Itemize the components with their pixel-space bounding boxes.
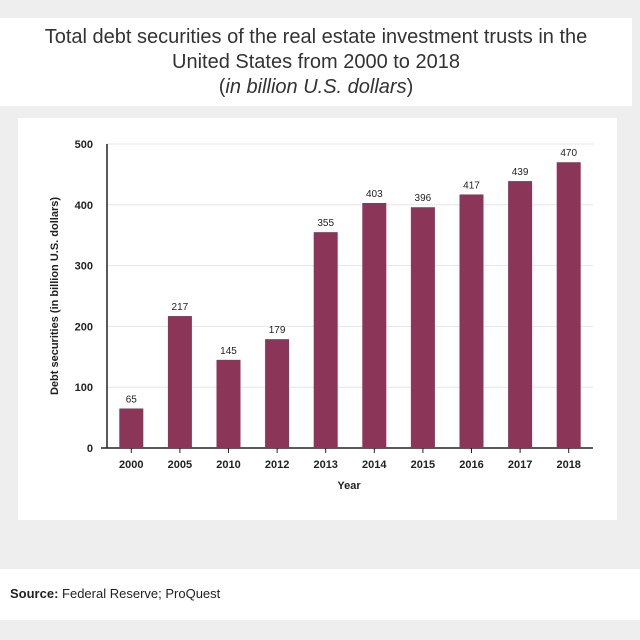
x-tick-label: 2000	[119, 459, 143, 471]
title-line-2: United States from 2000 to 2018	[172, 51, 460, 73]
title-unit: in billion U.S. dollars	[225, 76, 407, 98]
data-label: 145	[220, 346, 237, 357]
y-tick-label: 400	[75, 200, 93, 212]
data-label: 403	[366, 189, 383, 200]
y-tick-label: 200	[75, 321, 93, 333]
x-tick-label: 2005	[168, 459, 192, 471]
x-tick-label: 2016	[459, 459, 483, 471]
data-label: 396	[415, 193, 432, 204]
bar	[265, 339, 290, 448]
bar	[508, 181, 533, 448]
data-label: 65	[126, 394, 138, 405]
y-axis-title: Debt securities (in billion U.S. dollars…	[49, 197, 61, 395]
x-tick-label: 2010	[216, 459, 240, 471]
title-unit-line: (in billion U.S. dollars)	[0, 75, 632, 100]
unit-close-paren: )	[406, 76, 414, 98]
bar	[362, 202, 387, 448]
bar	[556, 162, 581, 449]
data-label: 470	[560, 148, 577, 159]
x-tick-label: 2012	[265, 459, 289, 471]
title-line-1: Total debt securities of the real estate…	[44, 26, 588, 48]
data-label: 217	[172, 302, 189, 313]
bar	[167, 316, 192, 448]
data-label: 179	[269, 325, 286, 336]
bar	[459, 194, 484, 448]
source-footer: Source: Federal Reserve; ProQuest	[0, 569, 640, 620]
x-tick-label: 2018	[556, 459, 580, 471]
data-label: 417	[463, 180, 480, 191]
bar	[216, 359, 241, 448]
x-tick-label: 2014	[362, 459, 387, 471]
y-tick-label: 100	[75, 382, 93, 394]
y-tick-label: 0	[87, 443, 93, 455]
x-tick-label: 2013	[313, 459, 337, 471]
x-axis-title: Year	[337, 480, 361, 492]
chart-title: Total debt securities of the real estate…	[0, 18, 632, 106]
bar	[313, 232, 338, 448]
y-tick-label: 300	[75, 261, 93, 273]
chart-card: 0 100 200 300 400 500 65 2000 217 2005 145 2010 179 2…	[18, 118, 617, 520]
source-label: Source:	[10, 586, 59, 601]
data-label: 355	[317, 218, 334, 229]
x-tick-label: 2017	[508, 459, 532, 471]
bar	[410, 207, 435, 448]
bar-chart: 0 100 200 300 400 500 65 2000 217 2005 145 2010 179 2…	[49, 139, 593, 492]
y-tick-label: 500	[75, 139, 93, 151]
x-tick-label: 2015	[411, 459, 435, 471]
source-text: Federal Reserve; ProQuest	[62, 586, 221, 601]
bar	[119, 408, 144, 448]
unit-open-paren: (	[218, 76, 226, 98]
data-label: 439	[512, 167, 529, 178]
